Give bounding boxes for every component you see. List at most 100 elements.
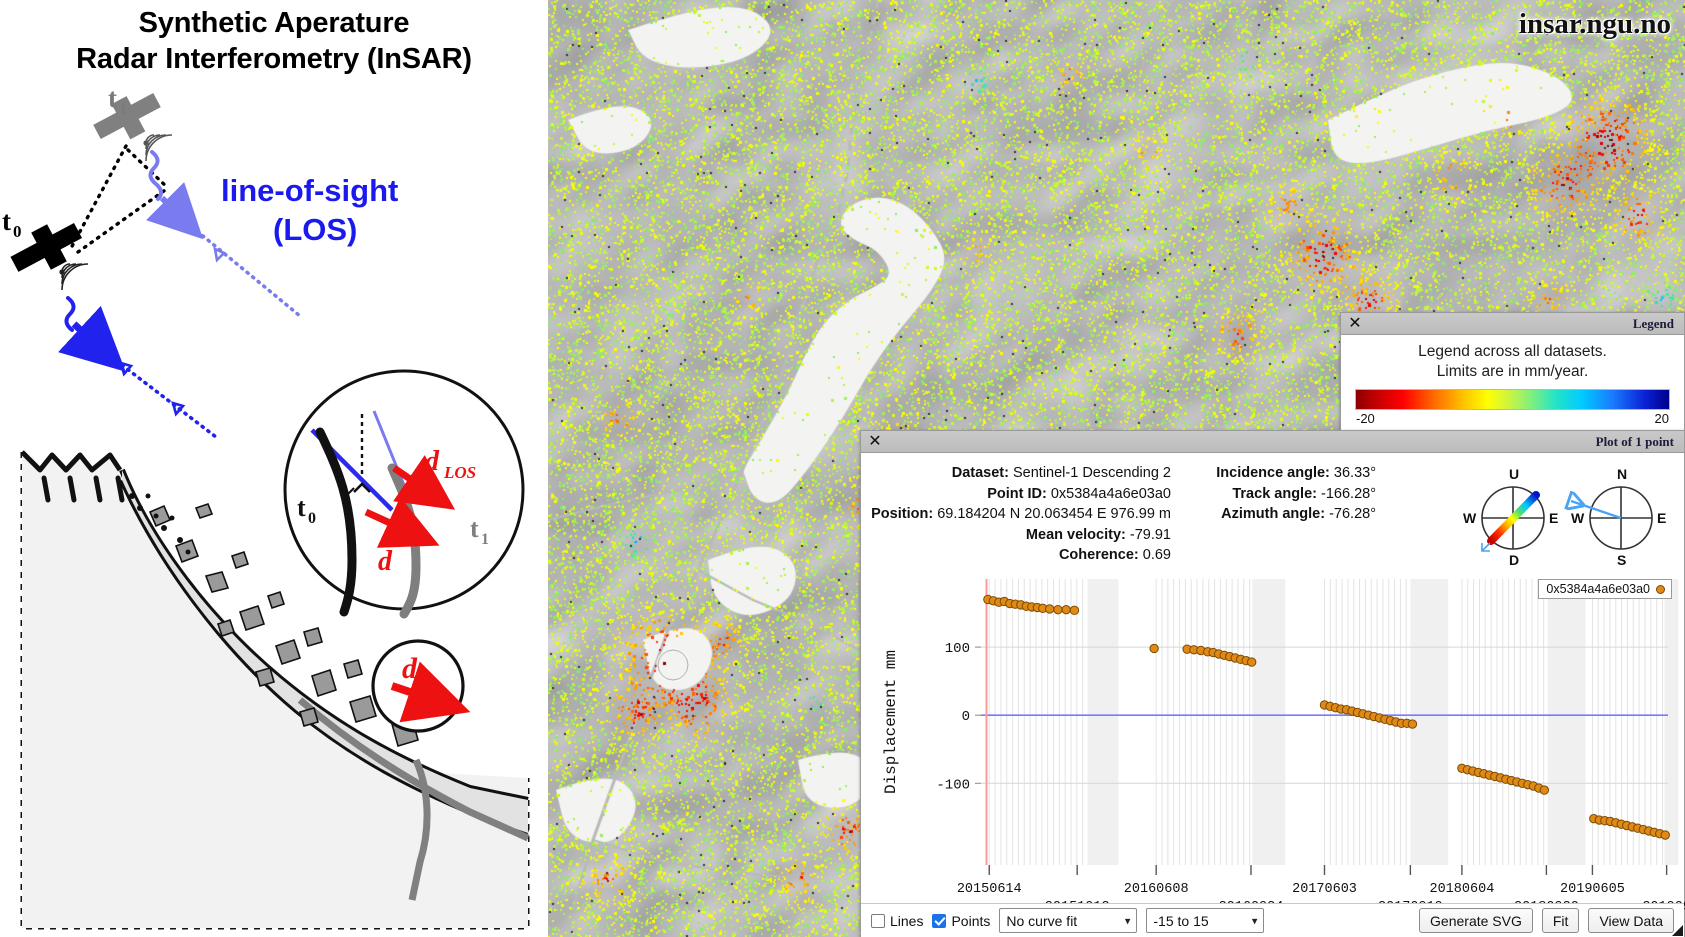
- los-gradient-arrow: [1487, 491, 1540, 545]
- radar-wave-t1-icon: [148, 150, 163, 201]
- inset-t1-label: t: [470, 514, 479, 543]
- svg-text:-100: -100: [936, 777, 970, 793]
- displacement-timeseries-chart[interactable]: 100 0 -100 Displacement mm 20150614 20160608 2…: [861, 571, 1685, 937]
- lines-label: Lines: [890, 912, 924, 929]
- curve-fit-select[interactable]: No curve fit: [999, 908, 1138, 933]
- slope-d-arrow: [390, 661, 471, 723]
- t1-label: t: [108, 83, 117, 113]
- compass-vertical-ud: U D W E: [1463, 466, 1558, 568]
- legend-colorbar-ticks: -20 20: [1351, 410, 1674, 426]
- close-icon[interactable]: ✕: [1348, 314, 1362, 332]
- svg-text:100: 100: [945, 641, 970, 657]
- insar-diagram-graphic: t 1 t 0: [2, 83, 530, 930]
- plot-window-titlebar[interactable]: ✕ Plot of 1 point: [861, 431, 1684, 453]
- points-checkbox-wrap[interactable]: Points: [932, 913, 990, 929]
- incidence-angle-label: Incidence angle:: [1216, 465, 1330, 481]
- plot-window-title: Plot of 1 point: [1595, 433, 1674, 449]
- site-label: insar.ngu.no: [1518, 8, 1671, 40]
- curve-fit-value: No curve fit: [1006, 912, 1078, 929]
- lines-checkbox[interactable]: [871, 913, 885, 928]
- point-angle-info-block: Incidence angle: 36.33° Track angle: -16…: [1161, 463, 1376, 525]
- los-label-line1: line-of-sight: [221, 173, 398, 208]
- position-label: Position:: [871, 506, 934, 523]
- svg-text:20160608: 20160608: [1124, 882, 1189, 897]
- svg-text:0: 0: [962, 709, 970, 725]
- chart-series-legend[interactable]: 0x5384a4a6e03a0: [1538, 579, 1672, 599]
- points-label: Points: [951, 912, 991, 929]
- compass-rose-group: U D W E N S W E: [1441, 461, 1676, 568]
- resize-grip[interactable]: [1672, 925, 1683, 936]
- legend-description-line2: Limits are in mm/year.: [1436, 362, 1589, 380]
- info-row-track-angle: Track angle: -166.28°: [1161, 484, 1376, 505]
- legend-body: Legend across all datasets. Limits are i…: [1341, 335, 1684, 430]
- incidence-angle-value: 36.33°: [1333, 465, 1376, 481]
- plot-window[interactable]: ✕ Plot of 1 point Dataset: Sentinel-1 De…: [860, 430, 1685, 937]
- plot-toolbar[interactable]: Lines Points No curve fit -15 to 15 Gene…: [861, 903, 1684, 937]
- view-data-button[interactable]: View Data: [1588, 908, 1674, 933]
- compass-north-label: N: [1617, 466, 1627, 482]
- point-info-block: Dataset: Sentinel-1 Descending 2 Point I…: [861, 463, 1381, 566]
- compass-v-east-label: E: [1549, 510, 1558, 526]
- coherence-label: Coherence:: [1058, 547, 1139, 564]
- compass-h-west-label: W: [1571, 510, 1585, 526]
- close-icon[interactable]: ✕: [868, 432, 882, 450]
- range-value: -15 to 15: [1153, 912, 1209, 929]
- info-row-incidence-angle: Incidence angle: 36.33°: [1161, 463, 1376, 484]
- legend-window-titlebar[interactable]: ✕ Legend: [1341, 313, 1684, 335]
- los-chevron-t1: [213, 246, 227, 263]
- generate-svg-button[interactable]: Generate SVG: [1419, 908, 1533, 933]
- los-chevron-t0-b: [171, 401, 186, 417]
- svg-text:1: 1: [481, 531, 489, 548]
- svg-text:20190605: 20190605: [1560, 882, 1625, 897]
- mean-velocity-value: -79.91: [1129, 526, 1171, 543]
- los-decomposition-inset: t 0 t 1 d LOS d: [283, 369, 525, 619]
- point-id-label: Point ID:: [987, 485, 1047, 502]
- svg-text:Displacement mm: Displacement mm: [882, 650, 900, 794]
- svg-text:20150614: 20150614: [957, 882, 1022, 897]
- fit-button[interactable]: Fit: [1541, 908, 1580, 933]
- points-checkbox[interactable]: [932, 913, 947, 928]
- info-row-point-id: Point ID: 0x5384a4a6e03a0: [861, 484, 1381, 505]
- svg-text:0: 0: [13, 222, 22, 241]
- svg-text:20180604: 20180604: [1429, 882, 1494, 897]
- track-direction-arrow: [1571, 501, 1622, 520]
- legend-colorbar: [1355, 389, 1670, 411]
- series-color-dot: [1656, 584, 1665, 594]
- position-value: 69.184204 N 20.063454 E 976.99 m: [937, 506, 1171, 523]
- los-arrow-t0: [58, 305, 126, 372]
- range-select[interactable]: -15 to 15: [1146, 908, 1265, 933]
- los-label-line2: (LOS): [273, 212, 357, 247]
- svg-text:LOS: LOS: [443, 463, 476, 482]
- legend-description-line1: Legend across all datasets.: [1418, 343, 1607, 360]
- lines-checkbox-wrap[interactable]: Lines: [871, 913, 923, 929]
- slope-d-label: d: [402, 652, 418, 685]
- los-arrow-t1: [145, 181, 204, 240]
- baseline-dotted-lines: [68, 144, 170, 254]
- compass-h-east-label: E: [1657, 510, 1666, 526]
- chart-series-label: 0x5384a4a6e03a0: [1546, 582, 1650, 596]
- radar-wave-t0-icon: [64, 296, 76, 332]
- coherence-value: 0.69: [1142, 547, 1171, 564]
- svg-text:20170603: 20170603: [1292, 882, 1357, 897]
- azimuth-angle-label: Azimuth angle:: [1221, 506, 1326, 523]
- satellite-t1-icon: [93, 92, 173, 162]
- inset-d-label: d: [378, 546, 393, 577]
- svg-text:0: 0: [308, 510, 316, 527]
- dataset-label: Dataset:: [951, 465, 1009, 481]
- info-row-coherence: Coherence: 0.69: [861, 545, 1381, 566]
- track-angle-label: Track angle:: [1232, 485, 1317, 502]
- compass-v-west-label: W: [1463, 510, 1477, 526]
- los-dotted-t1: [184, 220, 302, 318]
- compass-down-label: D: [1509, 552, 1519, 566]
- legend-window-title: Legend: [1632, 315, 1674, 331]
- compass-south-label: S: [1617, 552, 1626, 566]
- mean-velocity-label: Mean velocity:: [1025, 526, 1126, 543]
- inset-t0-label: t: [297, 493, 306, 522]
- info-row-mean-velocity: Mean velocity: -79.91: [861, 525, 1381, 546]
- insar-diagram-panel: Synthetic Aperature Radar Interferometry…: [0, 0, 548, 937]
- legend-window[interactable]: ✕ Legend Legend across all datasets. Lim…: [1340, 312, 1685, 434]
- info-row-position: Position: 69.184204 N 20.063454 E 976.99…: [861, 504, 1381, 525]
- los-chevron-t0-a: [119, 361, 134, 377]
- plot-window-body: Dataset: Sentinel-1 Descending 2 Point I…: [861, 453, 1685, 937]
- track-angle-value: -166.28°: [1321, 485, 1376, 502]
